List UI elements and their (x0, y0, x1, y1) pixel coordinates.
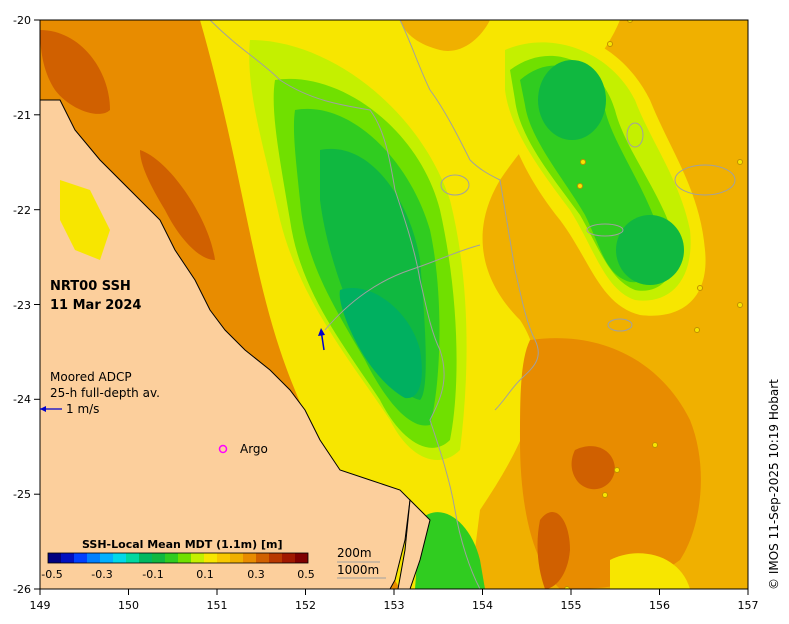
y-tick-label: -23 (13, 299, 31, 312)
float-marker (564, 586, 570, 589)
land-mainland (40, 99, 411, 589)
ssh-nw-hot-spot (40, 30, 110, 114)
colorbar (47, 552, 309, 564)
float-marker (577, 183, 583, 189)
ssh-se-hot-spot-2 (537, 511, 570, 589)
isobath-200m (209, 20, 481, 589)
adcp-scale-arrowhead (40, 406, 46, 412)
axis-ticks (34, 19, 749, 595)
x-tick-label: 156 (649, 599, 670, 612)
float-marker (652, 442, 658, 448)
ssh-ne-orange (700, 20, 748, 200)
isobath-legend-200m: 200m (337, 546, 372, 560)
y-tick-label: -21 (13, 109, 31, 122)
colorbar-tick: -0.3 (91, 568, 112, 581)
land-coastal-shelf (60, 180, 110, 260)
colorbar-title: SSH-Local Mean MDT (1.1m) [m] (82, 538, 282, 551)
ssh-w-hot-spot (140, 150, 215, 260)
reef-outline-2 (586, 223, 624, 237)
y-tick-label: -20 (13, 14, 31, 27)
x-axis-labels: 149 150 151 152 153 154 155 156 157 (30, 599, 759, 612)
x-tick-label: 154 (472, 599, 493, 612)
argo-legend-marker (218, 444, 228, 454)
reef-outline-4 (674, 164, 736, 196)
colorbar-tick: 0.1 (196, 568, 214, 581)
adcp-legend-subtitle: 25-h full-depth av. (50, 386, 160, 400)
x-tick-label: 157 (738, 599, 759, 612)
colorbar-tick: -0.5 (41, 568, 62, 581)
float-marker (627, 20, 633, 23)
ssh-teal-core (339, 288, 422, 399)
colorbar-tick: 0.5 (297, 568, 315, 581)
reef-outline-5 (626, 122, 644, 148)
adcp-arrowhead (318, 328, 325, 336)
x-tick-label: 149 (30, 599, 51, 612)
map-title-date: 11 Mar 2024 (50, 298, 141, 313)
map-title-product: NRT00 SSH (50, 279, 131, 294)
reef-outline-1 (440, 174, 470, 196)
colorbar-ticks: -0.5 -0.3 -0.1 0.1 0.3 0.5 (41, 568, 314, 581)
ssh-se-hot-spot (571, 446, 615, 490)
land-fraser-island (397, 498, 431, 589)
y-axis-labels: -20 -21 -22 -23 -24 -25 -26 (13, 14, 31, 596)
isobath-trough (324, 244, 481, 331)
ssh-field (40, 20, 748, 589)
argo-floats (564, 20, 743, 589)
x-tick-label: 152 (295, 599, 316, 612)
colorbar-tick: -0.1 (142, 568, 163, 581)
colorbar-tick: 0.3 (247, 568, 265, 581)
y-tick-label: -22 (13, 204, 31, 217)
ssh-east-core-south (616, 215, 684, 285)
argo-legend-label: Argo (240, 442, 268, 456)
float-marker (602, 492, 608, 498)
float-marker (737, 302, 743, 308)
float-marker (614, 467, 620, 473)
adcp-scale-label: 1 m/s (66, 402, 99, 416)
float-marker (580, 159, 586, 165)
isobath-legend-1000m: 1000m (337, 563, 379, 577)
ssh-south-yellow (610, 553, 690, 589)
x-tick-label: 151 (207, 599, 228, 612)
x-tick-label: 150 (118, 599, 139, 612)
ssh-south-green (415, 512, 485, 589)
float-marker (694, 327, 700, 333)
y-tick-label: -24 (13, 393, 31, 406)
ssh-east-core-north (538, 60, 606, 140)
isobath-1000m (399, 20, 539, 411)
copyright-credit: © IMOS 11-Sep-2025 10:19 Hobart (767, 379, 781, 590)
x-tick-label: 153 (384, 599, 405, 612)
y-tick-label: -26 (13, 583, 31, 596)
reef-outline-3 (607, 318, 633, 332)
float-marker (737, 159, 743, 165)
x-tick-label: 155 (561, 599, 582, 612)
float-marker (607, 41, 613, 47)
float-marker (697, 285, 703, 291)
adcp-legend-title: Moored ADCP (50, 370, 132, 384)
y-tick-label: -25 (13, 488, 31, 501)
ssh-n-orange (400, 20, 490, 51)
